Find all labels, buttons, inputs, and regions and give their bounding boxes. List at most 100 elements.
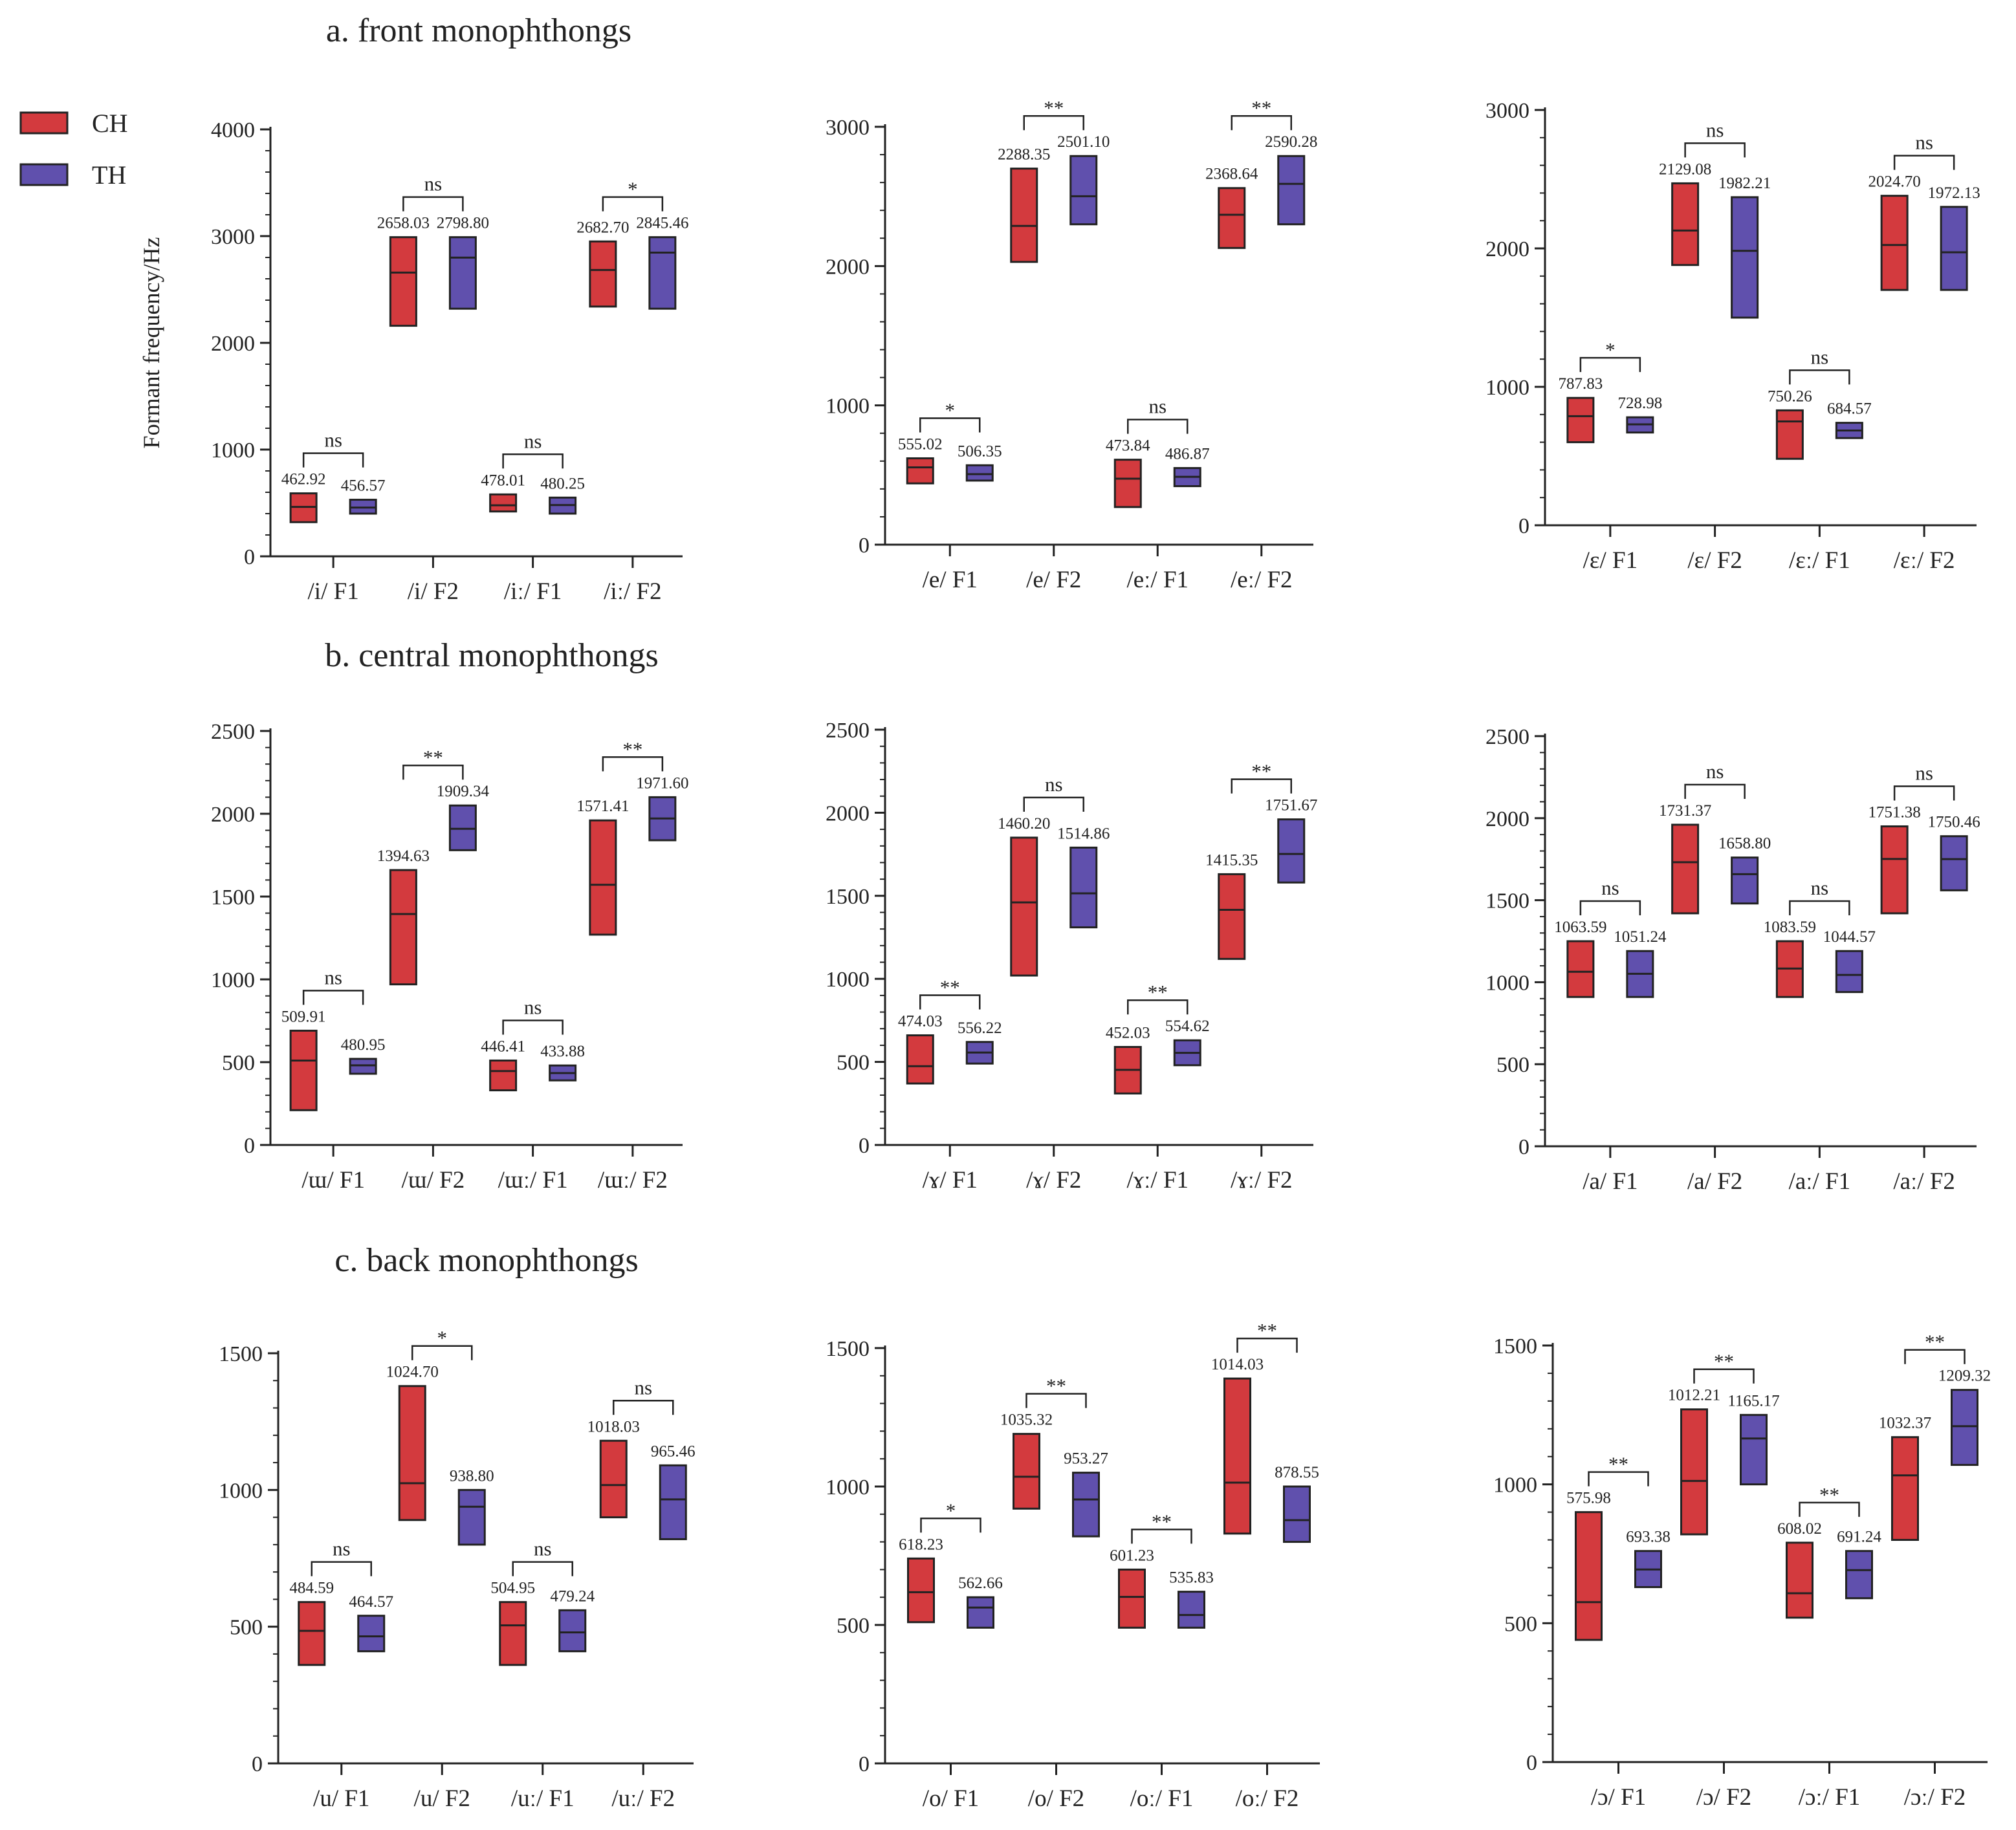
significance-bracket bbox=[1023, 796, 1084, 812]
significance-label: * bbox=[1605, 338, 1616, 361]
box-th bbox=[349, 1058, 377, 1075]
significance-label: ** bbox=[622, 737, 642, 760]
box-ch bbox=[589, 240, 617, 308]
x-category-label: /ɔː/ F1 bbox=[1799, 1784, 1861, 1811]
box-th bbox=[1277, 818, 1306, 884]
box-th bbox=[1731, 856, 1759, 905]
significance-label: * bbox=[628, 178, 638, 201]
value-label-th: 1751.67 bbox=[1265, 797, 1317, 814]
box-th bbox=[1835, 950, 1863, 994]
y-tick-label: 3000 bbox=[1485, 99, 1529, 123]
significance-bracket bbox=[302, 452, 364, 468]
significance-label: ns bbox=[524, 430, 542, 452]
value-label-th: 480.95 bbox=[341, 1036, 386, 1054]
significance-bracket bbox=[411, 1345, 473, 1360]
box-ch bbox=[499, 1601, 527, 1666]
x-category-label: /u/ F1 bbox=[313, 1785, 369, 1812]
x-category-label: /ɤ/ F1 bbox=[923, 1167, 978, 1193]
y-tick-label: 3000 bbox=[826, 116, 870, 140]
box-th bbox=[1951, 1389, 1978, 1466]
value-label-ch: 608.02 bbox=[1777, 1520, 1822, 1538]
box-ch bbox=[1671, 823, 1700, 915]
panel-c1: 0 500 1000 1500/u/ F1 484.59 464.57 ns/u/ F2 10… bbox=[219, 1327, 696, 1812]
x-category-label: /ɯː/ F2 bbox=[598, 1167, 668, 1193]
significance-bracket bbox=[602, 196, 664, 212]
box-th bbox=[1740, 1413, 1768, 1486]
significance-bracket bbox=[1588, 1471, 1649, 1487]
value-label-th: 2590.28 bbox=[1265, 133, 1317, 151]
significance-bracket bbox=[502, 1019, 564, 1035]
x-category-label: /uː/ F2 bbox=[611, 1785, 675, 1812]
legend-swatch-ch bbox=[19, 111, 69, 135]
y-tick-label: 500 bbox=[222, 1051, 255, 1075]
significance-label: * bbox=[437, 1327, 448, 1349]
significance-bracket bbox=[919, 994, 981, 1010]
significance-label: ** bbox=[1148, 981, 1168, 1003]
box-th bbox=[965, 464, 994, 482]
y-tick-label: 2000 bbox=[211, 332, 255, 356]
y-tick-label: 500 bbox=[837, 1614, 870, 1638]
panel-b1: 0 500 1000 1500 2000 2500/ɯ/ F1 509.91 480.95 ns… bbox=[211, 720, 689, 1193]
value-label-ch: 1571.41 bbox=[576, 798, 629, 815]
value-label-ch: 1083.59 bbox=[1764, 919, 1816, 936]
box-ch bbox=[389, 236, 417, 327]
y-tick-label: 3000 bbox=[211, 225, 255, 249]
y-tick-label: 0 bbox=[859, 1134, 870, 1158]
value-label-ch: 504.95 bbox=[490, 1580, 535, 1597]
y-tick-label: 1000 bbox=[211, 439, 255, 463]
significance-label: ** bbox=[1925, 1331, 1945, 1353]
x-category-label: /a/ F1 bbox=[1583, 1168, 1638, 1195]
box-th bbox=[558, 1609, 587, 1653]
value-label-th: 479.24 bbox=[550, 1587, 595, 1605]
box-th bbox=[357, 1615, 386, 1653]
value-label-th: 535.83 bbox=[1169, 1569, 1214, 1587]
box-th bbox=[1283, 1485, 1311, 1543]
y-tick-label: 1000 bbox=[826, 395, 870, 419]
x-category-label: /o/ F1 bbox=[923, 1785, 979, 1812]
box-ch bbox=[1010, 168, 1038, 263]
y-tick-label: 0 bbox=[252, 1752, 263, 1776]
value-label-ch: 2658.03 bbox=[377, 215, 430, 232]
significance-bracket bbox=[1893, 785, 1955, 801]
y-tick-label: 1000 bbox=[219, 1479, 263, 1503]
y-tick-label: 2000 bbox=[1485, 237, 1529, 261]
y-tick-label: 500 bbox=[837, 1051, 870, 1075]
box-ch bbox=[298, 1601, 326, 1666]
x-category-label: /ɯ/ F2 bbox=[402, 1167, 465, 1193]
x-category-label: /u/ F2 bbox=[414, 1785, 470, 1812]
significance-bracket bbox=[1127, 419, 1189, 434]
x-category-label: /ɛ/ F2 bbox=[1687, 547, 1742, 574]
value-label-th: 1658.80 bbox=[1718, 835, 1771, 853]
y-tick-label: 4000 bbox=[211, 118, 255, 142]
significance-bracket bbox=[402, 764, 464, 780]
significance-bracket bbox=[1231, 114, 1292, 131]
y-tick-label: 1000 bbox=[211, 968, 255, 992]
x-category-label: /o/ F2 bbox=[1028, 1785, 1084, 1812]
significance-label: ns bbox=[534, 1538, 552, 1560]
y-tick-label: 2000 bbox=[211, 803, 255, 827]
x-category-label: /aː/ F1 bbox=[1789, 1168, 1851, 1195]
significance-bracket bbox=[1579, 900, 1641, 915]
significance-bracket bbox=[502, 453, 564, 469]
value-label-ch: 1035.32 bbox=[1000, 1411, 1053, 1429]
significance-label: ns bbox=[1601, 877, 1619, 899]
box-ch bbox=[1223, 1377, 1251, 1535]
value-label-th: 1044.57 bbox=[1823, 928, 1876, 946]
box-th bbox=[1072, 1472, 1100, 1538]
value-label-th: 1982.21 bbox=[1718, 175, 1771, 192]
significance-bracket bbox=[1236, 1337, 1298, 1353]
value-label-ch: 462.92 bbox=[281, 471, 326, 488]
panels: 0 1000 2000 3000 4000/i/ F1 462.92 456.57 ns/i/… bbox=[211, 96, 1991, 1812]
value-label-ch: 1751.38 bbox=[1868, 803, 1921, 821]
y-tick-label: 1000 bbox=[826, 1476, 870, 1499]
box-ch bbox=[906, 1034, 934, 1085]
significance-label: ** bbox=[1251, 760, 1271, 783]
significance-label: ns bbox=[424, 173, 443, 195]
value-label-ch: 1063.59 bbox=[1554, 919, 1606, 936]
significance-bracket bbox=[1131, 1529, 1192, 1544]
y-tick-label: 2000 bbox=[826, 801, 870, 825]
x-category-label: /eː/ F2 bbox=[1231, 567, 1293, 593]
legend-label-ch: CH bbox=[92, 109, 128, 138]
y-tick-label: 0 bbox=[1518, 514, 1529, 538]
significance-label: ns bbox=[634, 1376, 652, 1399]
